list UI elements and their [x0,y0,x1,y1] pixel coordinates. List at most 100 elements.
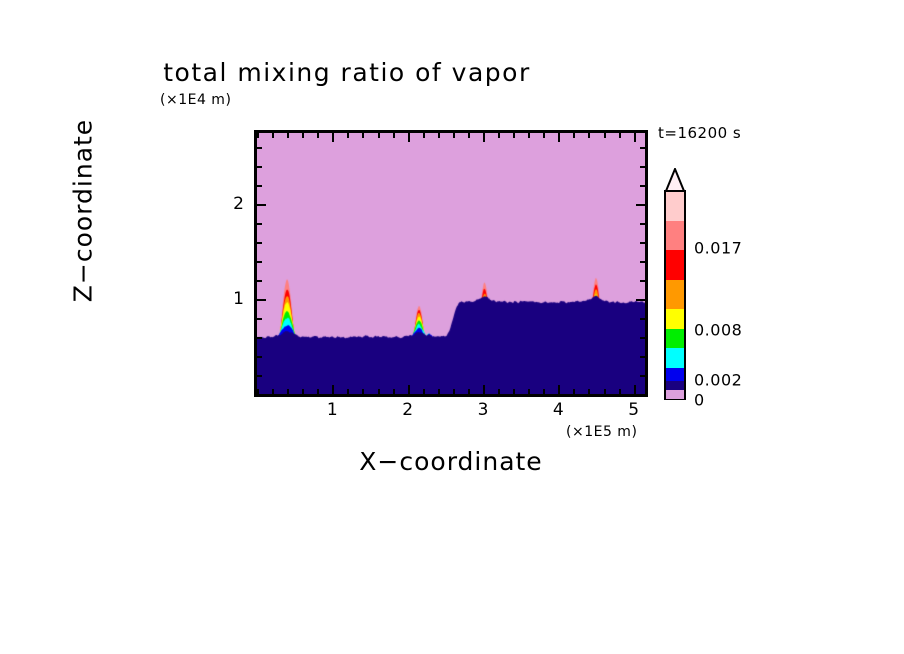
axis-tick [347,133,350,138]
axis-tick [633,385,636,394]
colorbar-overflow-arrow-icon [664,168,686,192]
colorbar-tick-label: 0.017 [694,238,743,258]
axis-tick [640,394,645,396]
axis-tick [640,337,645,340]
colorbar-band [666,250,684,281]
axis-tick [317,389,320,394]
axis-tick [257,223,262,226]
colorbar-band [666,192,684,222]
axis-tick [467,389,470,394]
axis-tick [257,166,262,169]
axis-tick [636,204,645,207]
axis-tick [317,133,320,138]
axis-tick [618,389,621,394]
x-axis-title: X−coordinate [359,447,543,476]
axis-tick [543,133,546,138]
axis-tick [603,133,606,138]
axis-tick [407,385,410,394]
axis-tick [467,133,470,138]
axis-tick [640,356,645,359]
axis-tick [437,133,440,138]
colorbar-tick-labels: 0.017 0.008 0.002 0 [694,168,804,410]
axis-tick [498,389,501,394]
axis-tick [392,133,395,138]
axis-tick [257,204,266,207]
axis-tick [362,133,365,138]
axis-tick [633,133,636,142]
axis-tick [528,133,531,138]
axis-tick [640,261,645,264]
axis-tick [452,389,455,394]
axis-tick [640,242,645,245]
x-tick-label: 3 [477,400,489,420]
axis-tick [618,133,621,138]
axis-tick [640,375,645,378]
axis-tick [603,389,606,394]
axis-tick [257,147,262,150]
axis-tick [287,389,290,394]
axis-tick [257,389,259,394]
axis-tick [332,133,335,142]
axis-tick [573,389,576,394]
x-axis-tick-labels: 1 2 3 4 5 [254,400,648,424]
colorbar-tick-label: 0 [694,390,705,410]
colorbar: 0.017 0.008 0.002 0 [664,168,742,410]
colorbar-band [666,380,684,391]
axis-tick [513,389,516,394]
axis-tick [257,375,262,378]
x-axis-unit-label: (×1E5 m) [566,424,638,440]
colorbar-tick-label: 0.008 [694,320,743,340]
contour-field [257,133,645,394]
axis-tick [528,389,531,394]
colorbar-band [666,368,684,382]
axis-tick [452,133,455,138]
axis-tick [640,280,645,283]
axis-tick [422,133,425,138]
axis-tick [257,356,262,359]
axis-tick [257,133,259,138]
x-tick-label: 2 [402,400,414,420]
axis-tick [640,185,645,188]
axis-tick [407,133,410,142]
time-annotation: t=16200 s [658,124,742,142]
axis-tick [272,133,275,138]
colorbar-bands [664,190,686,400]
axis-tick [588,389,591,394]
x-tick-label: 5 [628,400,640,420]
colorbar-band [666,279,684,310]
plot-area [254,130,648,397]
axis-tick [332,385,335,394]
axis-tick [302,133,305,138]
colorbar-band [666,328,684,349]
axis-tick [437,389,440,394]
axis-tick [257,337,262,340]
axis-tick [640,318,645,321]
axis-tick [302,389,305,394]
axis-tick [377,389,380,394]
axis-tick [498,133,501,138]
axis-tick [558,385,561,394]
x-tick-label: 4 [552,400,564,420]
axis-tick [588,133,591,138]
colorbar-band [666,308,684,330]
axis-tick [257,318,262,321]
axis-tick [513,133,516,138]
x-tick-label: 1 [326,400,338,420]
axis-tick [573,133,576,138]
chart-title-text: total mixing ratio of vapor [163,58,531,87]
axis-tick [347,389,350,394]
axis-tick [483,133,486,142]
colorbar-band [666,221,684,251]
axis-tick [640,166,645,169]
axis-tick [640,223,645,226]
axis-tick [257,299,266,302]
y-axis-title: Z−coordinate [68,118,98,303]
axis-tick [543,389,546,394]
axis-tick [422,389,425,394]
axis-tick [636,299,645,302]
axis-tick [257,185,262,188]
chart-title: total mixing ratio of vapor [0,58,904,87]
axis-tick [257,394,262,396]
axis-tick [257,242,262,245]
